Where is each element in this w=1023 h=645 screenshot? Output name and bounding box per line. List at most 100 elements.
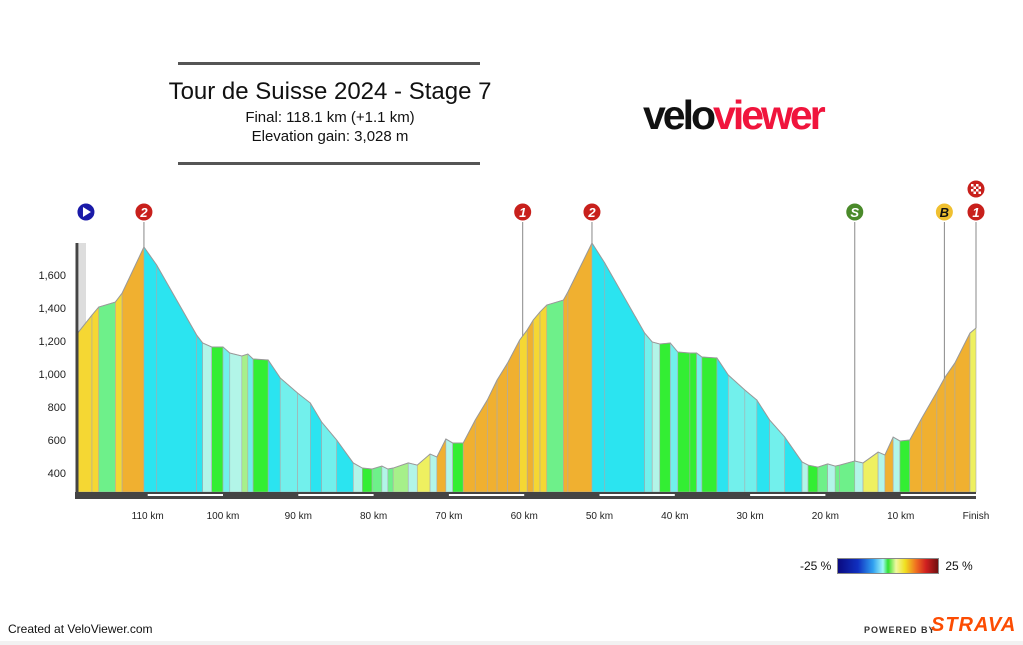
checker-square [976,189,979,192]
profile-segment [532,311,541,493]
marker-climb: 1 [966,202,986,328]
profile-segment [817,463,828,493]
x-tick-label: 30 km [736,511,763,522]
profile-segment [677,351,691,493]
footer-divider [0,641,1023,645]
marker-climb-icon [966,202,986,222]
y-tick-label: 400 [48,468,66,480]
x-tick-label: 50 km [586,511,613,522]
legend-gradient-bar [837,558,940,574]
profile-segment [336,439,354,493]
legend-min-label: -25 % [800,559,832,573]
profile-segment [807,464,819,493]
profile-segment [371,465,383,493]
checker-square [973,191,976,194]
created-at-link[interactable]: Created at VeloViewer.com [8,622,153,636]
profile-segment [321,421,338,493]
play-icon [82,207,91,217]
checker-square [973,186,976,189]
profile-segment [91,306,100,493]
profile-segment [899,439,911,493]
profile-segment [474,398,488,493]
distance-text: Final: 118.1 km (+1.1 km) [245,109,415,126]
marker-sprint: S [845,202,865,461]
marker-label: 2 [587,205,596,220]
x-tick-label: 90 km [285,511,312,522]
checker-square [971,189,974,192]
marker-label: 1 [519,205,526,220]
marker-climb: 2 [582,202,602,243]
profile-segment [801,461,809,493]
profile-segment [121,246,145,493]
checker-square [978,186,981,189]
profile-segment [921,390,938,493]
profile-segment [567,242,593,493]
profile-segment [539,304,548,493]
marker-climb-icon [134,202,154,222]
profile-segment [202,342,213,493]
x-tick-label: 10 km [887,511,914,522]
profile-segment [591,241,606,493]
marker-climb-icon [582,202,602,222]
finish-flag-icon [966,179,986,199]
y-tick-label: 1,400 [38,303,66,315]
profile-segment [696,352,703,493]
marker-sprint-icon [845,202,865,222]
x-tick-label: 80 km [360,511,387,522]
profile-segment [834,464,841,493]
marker-climb: 2 [134,202,154,247]
profile-segment [196,334,203,493]
profile-segment [381,465,389,493]
profile-segment [892,436,901,493]
profile-outline [77,241,977,470]
x-axis-bar [75,492,976,499]
x-axis-dash [599,494,675,496]
profile-segment [716,357,729,493]
profile-segment [744,389,758,493]
profile-segment [229,352,243,493]
x-tick-label: 20 km [812,511,839,522]
x-axis-dash [298,494,374,496]
y-tick-label: 800 [48,402,66,414]
legend-max-label: 25 % [945,559,973,573]
profile-segment [77,314,93,493]
checker-square [978,191,981,194]
elevation-gain-text: Elevation gain: 3,028 m [251,128,409,145]
x-tick-label: 40 km [661,511,688,522]
x-axis-dash [147,494,223,496]
marker-climb-icon [513,202,533,222]
x-tick-label: 60 km [511,511,538,522]
profile-segment [519,329,528,493]
profile-segment [211,346,224,493]
profile-segment [827,463,836,493]
page-title: Tour de Suisse 2024 - Stage 7 [168,78,492,105]
profile-segment [727,374,746,493]
profile-segment [445,438,453,493]
profile-segment [644,332,653,493]
profile-segment [407,462,418,493]
y-tick-label: 1,200 [38,336,66,348]
profile-segment [839,460,856,493]
profile-segment [452,442,464,493]
profile-segment [252,358,269,493]
x-tick-label: 110 km [132,511,164,522]
profile-segment [429,453,438,493]
x-axis-dash [750,494,826,496]
x-tick-label: Finish [963,511,990,522]
x-tick-label: 70 km [435,511,462,522]
powered-by-text: POWERED BY [864,625,936,635]
marker-label: B [940,205,949,220]
profile-segment [526,318,534,493]
y-tick-label: 1,000 [38,369,66,381]
profile-segment [563,290,569,493]
marker-bonus: B [934,202,954,379]
marker-label: 1 [972,205,979,220]
profile-segment [247,353,254,493]
marker-start [76,202,96,222]
profile-segment [496,361,508,493]
profile-segment [756,399,770,493]
profile-segment [279,377,298,493]
profile-segment [546,299,564,493]
profile-segment [936,376,946,493]
logo-viewer: viewer [713,92,826,138]
